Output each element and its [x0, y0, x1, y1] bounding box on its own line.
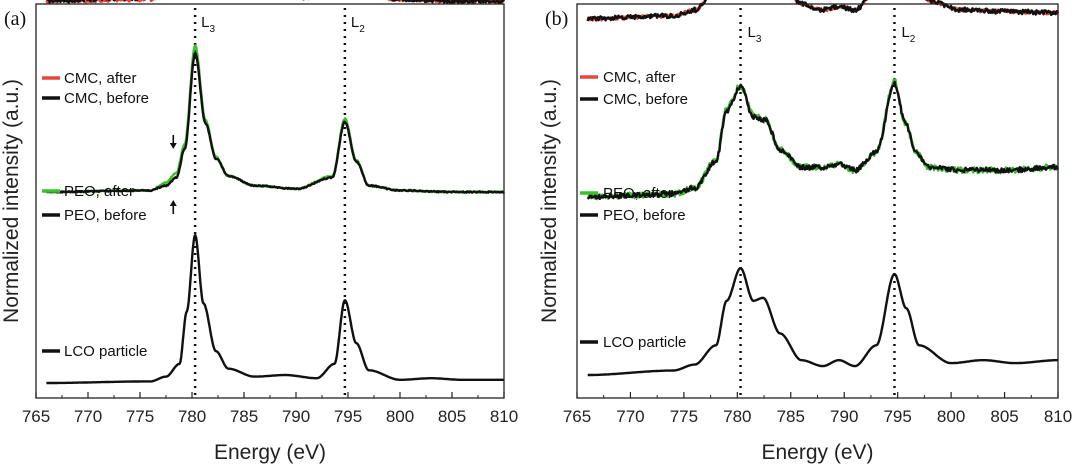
panel-b: (b) L3 L2 CMC, after CMC, before PEO, after…	[538, 0, 1072, 464]
panel-a-x-tick-label-765: 765	[22, 407, 50, 426]
panel-a-trace-peo-after	[46, 44, 505, 194]
panel-b-x-tick-label-780: 780	[723, 407, 751, 426]
panel-a-x-tick-label-800: 800	[386, 407, 414, 426]
panel-a-legend-label-lco-particle: LCO particle	[64, 343, 147, 360]
panel-a-label: (a)	[4, 8, 26, 30]
panel-a-x-tick-label-775: 775	[126, 407, 154, 426]
panel-a-x-axis-title: Energy (eV)	[214, 441, 326, 464]
panel-b-legend-label-peo-after: PEO, after	[603, 185, 673, 202]
panel-a-edge-label-1: L3	[201, 14, 215, 35]
panel-b-edge-label-1: L3	[748, 24, 762, 45]
panel-b-x-tick-label-805: 805	[990, 407, 1018, 426]
panel-a-x-tick-label-780: 780	[178, 407, 206, 426]
panel-b-x-axis-title: Energy (eV)	[761, 441, 873, 464]
panel-b-legend-label-peo-before: PEO, before	[603, 207, 686, 224]
panel-b-label: (b)	[545, 8, 568, 30]
panel-b-trace-peo-before	[586, 80, 1060, 200]
panel-b-x-tick-label-790: 790	[830, 407, 858, 426]
panel-a-legend-label-cmc-after: CMC, after	[64, 70, 137, 87]
panel-b-edge-label-2: L2	[901, 24, 915, 45]
panel-b-y-axis-title: Normalized intensity (a.u.)	[538, 79, 561, 323]
panel-a-y-axis-title: Normalized intensity (a.u.)	[0, 79, 23, 323]
panel-b-legend-label-lco-particle: LCO particle	[603, 334, 686, 351]
panel-a-trace-lco-particle	[46, 233, 505, 385]
panel-b-x-tick-label-770: 770	[616, 407, 644, 426]
panel-a-arrow-head-1	[169, 143, 177, 149]
panel-b-x-tick-label-810: 810	[1044, 407, 1072, 426]
panel-a-x-tick-label-810: 810	[490, 407, 518, 426]
panel-b-trace-cmc-before	[586, 0, 1060, 22]
panel-a-trace-cmc-before	[45, 0, 506, 5]
panel-a-edge-label-2: L2	[351, 14, 365, 35]
panel-b-legend-label-cmc-after: CMC, after	[603, 69, 676, 86]
panel-a-x-tick-label-795: 795	[334, 407, 362, 426]
panel-a-x-tick-label-805: 805	[438, 407, 466, 426]
panel-a-x-tick-label-785: 785	[230, 407, 258, 426]
panel-a-plot-frame	[35, 3, 505, 399]
panel-b-x-tick-label-775: 775	[670, 407, 698, 426]
panel-b-x-tick-label-785: 785	[777, 407, 805, 426]
panel-a: (a) L3 L2 CMC, after CMC, before PEO, after…	[0, 0, 518, 464]
panel-b-trace-lco-particle	[587, 267, 1059, 377]
panel-a-legend-label-cmc-before: CMC, before	[64, 90, 149, 107]
panel-a-x-tick-label-770: 770	[74, 407, 102, 426]
panel-b-x-tick-label-765: 765	[563, 407, 591, 426]
panel-a-x-tick-label-790: 790	[282, 407, 310, 426]
panel-b-legend-label-cmc-before: CMC, before	[603, 91, 688, 108]
panel-a-legend-label-peo-before: PEO, before	[64, 207, 147, 224]
panel-b-x-tick-label-800: 800	[937, 407, 965, 426]
panel-a-legend-label-peo-after: PEO, after	[64, 183, 134, 200]
panel-a-trace-peo-before	[46, 51, 505, 194]
panel-a-arrow-head-2	[169, 200, 177, 206]
panel-b-x-tick-label-795: 795	[883, 407, 911, 426]
